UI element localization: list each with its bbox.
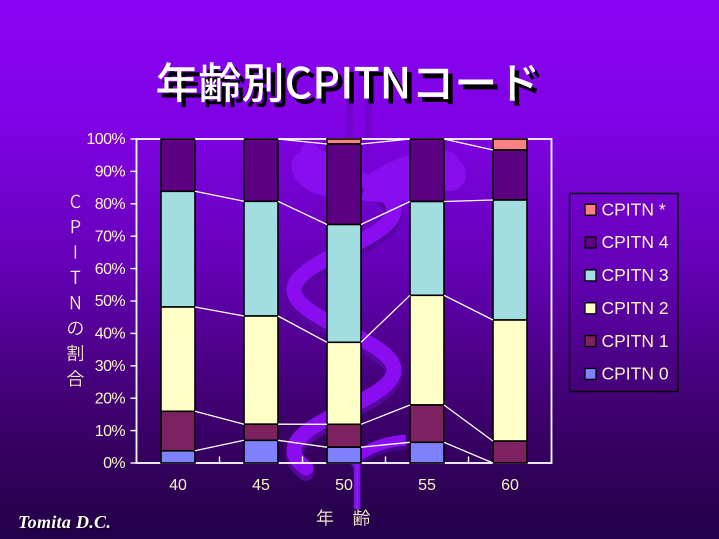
svg-text:Tomita D.C.: Tomita D.C. <box>18 512 111 532</box>
svg-text:50%: 50% <box>95 293 126 310</box>
svg-text:45: 45 <box>252 477 270 494</box>
svg-text:10%: 10% <box>95 423 126 440</box>
svg-text:20%: 20% <box>95 390 126 407</box>
svg-text:CPITN 0: CPITN 0 <box>602 364 669 384</box>
svg-text:50: 50 <box>335 477 353 494</box>
svg-text:100%: 100% <box>86 131 125 148</box>
svg-text:80%: 80% <box>95 196 126 213</box>
svg-text:40%: 40% <box>95 326 126 343</box>
svg-text:CPITN 4: CPITN 4 <box>602 232 669 252</box>
svg-text:CPITN 3: CPITN 3 <box>602 265 669 285</box>
svg-text:CPITN 1: CPITN 1 <box>602 331 669 351</box>
svg-text:90%: 90% <box>95 164 126 181</box>
svg-text:Tomita D.C.: Tomita D.C. <box>20 514 113 534</box>
svg-text:60%: 60% <box>95 261 126 278</box>
svg-text:0%: 0% <box>103 455 125 472</box>
svg-text:60: 60 <box>501 477 519 494</box>
svg-text:40: 40 <box>169 477 187 494</box>
svg-text:CPITN *: CPITN * <box>602 199 666 219</box>
svg-text:70%: 70% <box>95 228 126 245</box>
svg-text:55: 55 <box>418 477 436 494</box>
svg-text:30%: 30% <box>95 358 126 375</box>
svg-text:CPITN 2: CPITN 2 <box>602 298 669 318</box>
